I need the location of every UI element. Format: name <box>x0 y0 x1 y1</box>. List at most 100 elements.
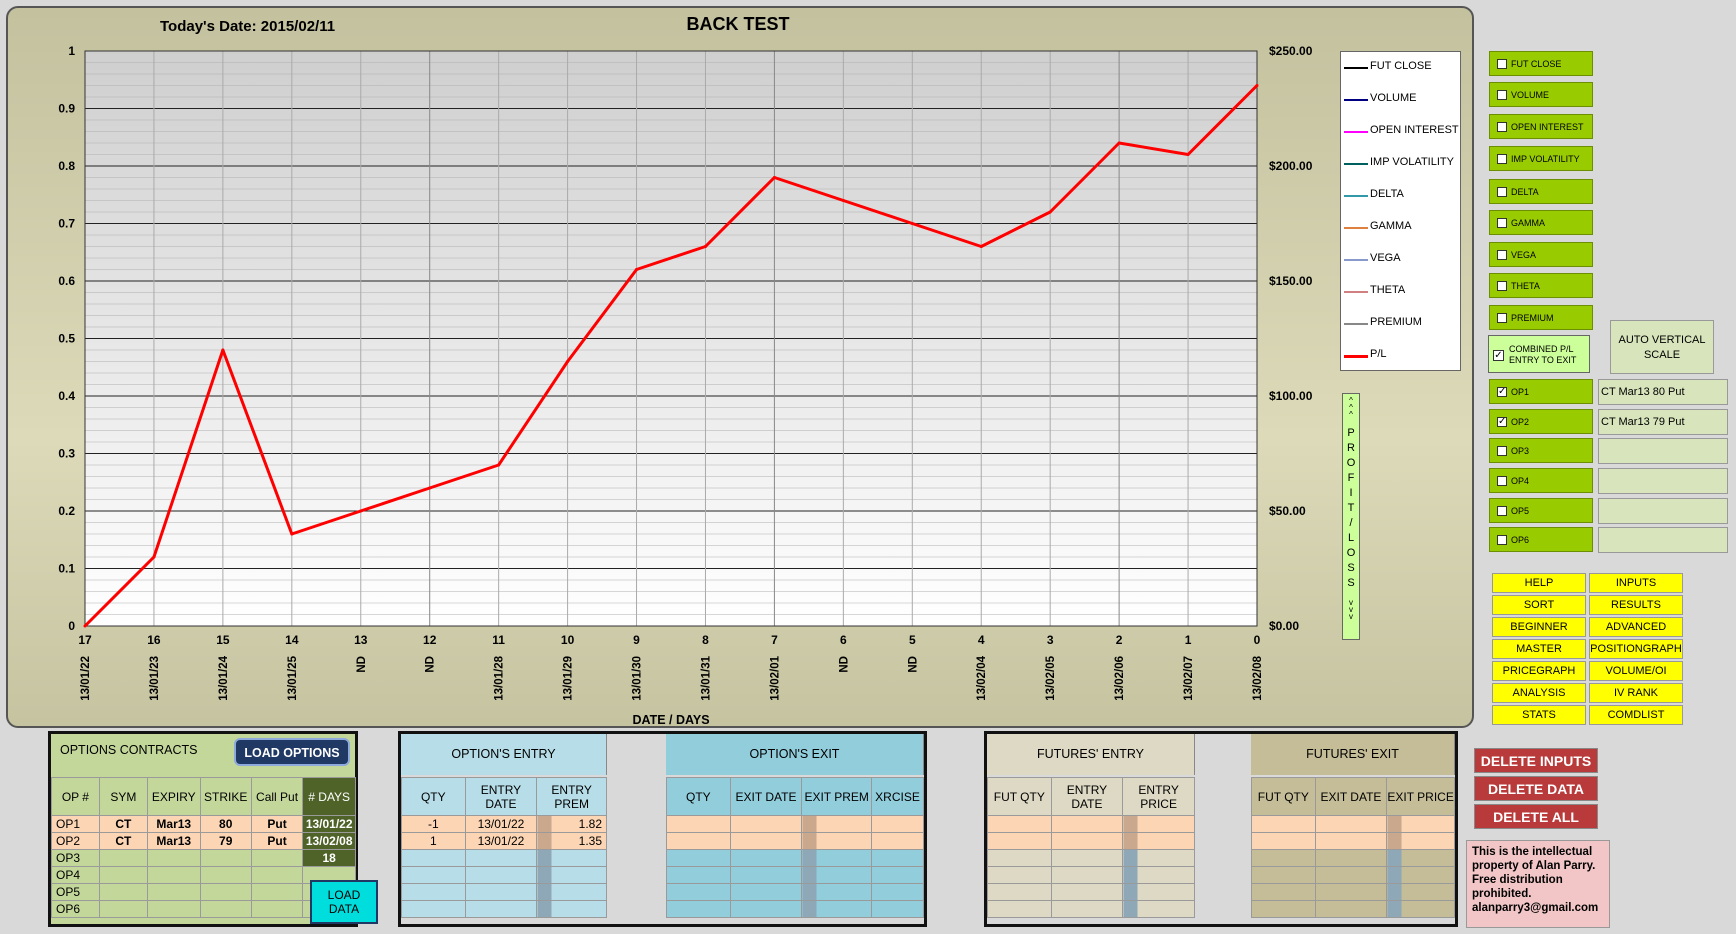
data-cell[interactable] <box>98 866 148 884</box>
toggle-imp-volatility[interactable]: IMP VOLATILITY <box>1489 146 1593 171</box>
data-cell[interactable] <box>146 866 201 884</box>
load-data-button[interactable]: LOAD DATA <box>310 880 378 924</box>
data-cell[interactable] <box>987 849 1052 867</box>
data-cell[interactable] <box>401 883 466 901</box>
data-cell[interactable] <box>1251 815 1316 833</box>
data-cell[interactable] <box>98 849 148 867</box>
data-cell[interactable] <box>666 900 731 918</box>
data-cell[interactable] <box>1386 832 1455 850</box>
data-cell[interactable] <box>729 815 803 833</box>
nav-button-iv-rank[interactable]: IV RANK <box>1589 683 1683 703</box>
data-cell[interactable] <box>1050 866 1124 884</box>
data-cell[interactable] <box>729 883 803 901</box>
data-cell[interactable] <box>464 900 538 918</box>
data-cell[interactable] <box>401 900 466 918</box>
checkbox[interactable] <box>1497 187 1507 197</box>
data-cell[interactable] <box>666 866 731 884</box>
data-cell[interactable] <box>1314 849 1388 867</box>
data-cell[interactable] <box>250 900 304 918</box>
data-cell[interactable] <box>1386 900 1455 918</box>
data-cell[interactable] <box>401 849 466 867</box>
data-cell[interactable] <box>1251 900 1316 918</box>
toggle-premium[interactable]: PREMIUM <box>1489 305 1593 330</box>
data-cell[interactable]: 18 <box>302 849 356 867</box>
data-cell[interactable] <box>146 900 201 918</box>
data-cell[interactable] <box>464 883 538 901</box>
combined-pl-checkbox[interactable]: ✓ <box>1493 350 1504 361</box>
toggle-op4[interactable]: OP4 <box>1489 468 1593 493</box>
data-cell[interactable] <box>1386 866 1455 884</box>
data-cell[interactable] <box>801 832 873 850</box>
delete-all-button[interactable]: DELETE ALL <box>1474 804 1598 829</box>
data-cell[interactable]: -1 <box>401 815 466 833</box>
toggle-open-interest[interactable]: OPEN INTEREST <box>1489 114 1593 139</box>
data-cell[interactable]: 13/02/08 <box>302 832 356 850</box>
data-cell[interactable] <box>1314 832 1388 850</box>
data-cell[interactable] <box>729 866 803 884</box>
toggle-theta[interactable]: THETA <box>1489 273 1593 298</box>
data-cell[interactable] <box>464 849 538 867</box>
data-cell[interactable] <box>871 866 924 884</box>
data-cell[interactable] <box>536 900 607 918</box>
data-cell[interactable]: 1.35 <box>536 832 607 850</box>
data-cell[interactable] <box>666 849 731 867</box>
data-cell[interactable] <box>250 849 304 867</box>
toggle-op2[interactable]: ✓ OP2 <box>1489 409 1593 434</box>
checkbox[interactable] <box>1497 59 1507 69</box>
load-options-button[interactable]: LOAD OPTIONS <box>234 738 350 766</box>
data-cell[interactable] <box>801 815 873 833</box>
data-cell[interactable]: Put <box>250 832 304 850</box>
data-cell[interactable]: CT <box>98 832 148 850</box>
data-cell[interactable] <box>199 849 252 867</box>
data-cell[interactable] <box>536 866 607 884</box>
data-cell[interactable] <box>250 883 304 901</box>
data-cell[interactable]: 1 <box>401 832 466 850</box>
toggle-fut-close[interactable]: FUT CLOSE <box>1489 51 1593 76</box>
data-cell[interactable] <box>1050 815 1124 833</box>
toggle-op6[interactable]: OP6 <box>1489 527 1593 552</box>
data-cell[interactable] <box>1122 849 1195 867</box>
checkbox[interactable]: ✓ <box>1497 386 1507 397</box>
data-cell[interactable] <box>1386 815 1455 833</box>
checkbox[interactable] <box>1497 476 1507 486</box>
toggle-volume[interactable]: VOLUME <box>1489 82 1593 107</box>
data-cell[interactable] <box>871 832 924 850</box>
toggle-vega[interactable]: VEGA <box>1489 242 1593 267</box>
nav-button-volume-oi[interactable]: VOLUME/OI <box>1589 661 1683 681</box>
data-cell[interactable] <box>98 883 148 901</box>
combined-pl-toggle[interactable]: ✓ COMBINED P/L ENTRY TO EXIT <box>1488 335 1590 373</box>
delete-data-button[interactable]: DELETE DATA <box>1474 776 1598 801</box>
toggle-op1[interactable]: ✓ OP1 <box>1489 379 1593 404</box>
delete-inputs-button[interactable]: DELETE INPUTS <box>1474 748 1598 773</box>
data-cell[interactable]: 79 <box>199 832 252 850</box>
data-cell[interactable]: 13/01/22 <box>302 815 356 833</box>
data-cell[interactable] <box>536 849 607 867</box>
data-cell[interactable] <box>1050 900 1124 918</box>
data-cell[interactable] <box>146 849 201 867</box>
data-cell[interactable] <box>250 866 304 884</box>
checkbox[interactable] <box>1497 154 1507 164</box>
data-cell[interactable] <box>987 900 1052 918</box>
data-cell[interactable] <box>1251 832 1316 850</box>
nav-button-help[interactable]: HELP <box>1492 573 1586 593</box>
data-cell[interactable] <box>729 900 803 918</box>
data-cell[interactable] <box>801 900 873 918</box>
data-cell[interactable] <box>146 883 201 901</box>
data-cell[interactable] <box>1122 832 1195 850</box>
checkbox[interactable] <box>1497 122 1507 132</box>
data-cell[interactable]: Mar13 <box>146 815 201 833</box>
checkbox[interactable] <box>1497 506 1507 516</box>
toggle-gamma[interactable]: GAMMA <box>1489 210 1593 235</box>
checkbox[interactable] <box>1497 218 1507 228</box>
data-cell[interactable] <box>666 832 731 850</box>
data-cell[interactable] <box>666 815 731 833</box>
data-cell[interactable] <box>987 883 1052 901</box>
data-cell[interactable] <box>536 883 607 901</box>
data-cell[interactable]: 1.82 <box>536 815 607 833</box>
nav-button-pricegraph[interactable]: PRICEGRAPH <box>1492 661 1586 681</box>
data-cell[interactable] <box>987 815 1052 833</box>
data-cell[interactable] <box>464 866 538 884</box>
checkbox[interactable]: ✓ <box>1497 416 1507 427</box>
data-cell[interactable]: 80 <box>199 815 252 833</box>
data-cell[interactable] <box>1314 900 1388 918</box>
